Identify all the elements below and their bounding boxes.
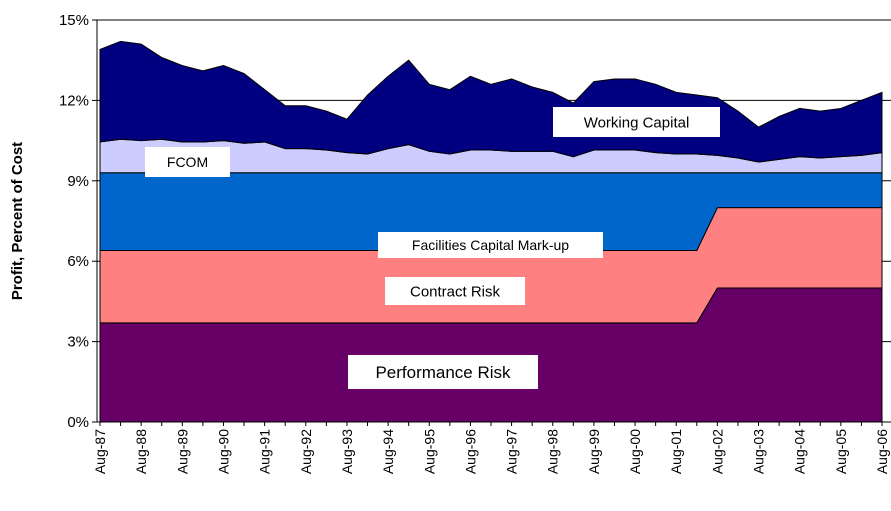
x-tick-label: Aug-95 bbox=[421, 429, 437, 474]
series-label-box bbox=[378, 232, 603, 258]
series-label: Performance Risk bbox=[375, 363, 511, 382]
series-label-box bbox=[385, 277, 525, 305]
x-tick-label: Aug-04 bbox=[792, 429, 808, 474]
series-label-box bbox=[348, 355, 538, 389]
y-tick-label: 9% bbox=[67, 173, 89, 190]
x-tick-label: Aug-00 bbox=[627, 429, 643, 474]
x-tick-label: Aug-87 bbox=[92, 429, 108, 474]
x-tick-label: Aug-03 bbox=[751, 429, 767, 474]
y-tick-label: 12% bbox=[59, 92, 89, 109]
x-tick-label: Aug-92 bbox=[298, 429, 314, 474]
x-tick-label: Aug-99 bbox=[586, 429, 602, 474]
x-tick-label: Aug-96 bbox=[462, 429, 478, 474]
y-tick-label: 3% bbox=[67, 334, 89, 351]
series-label-box bbox=[145, 147, 230, 177]
x-tick-label: Aug-05 bbox=[833, 429, 849, 474]
x-tick-label: Aug-94 bbox=[380, 429, 396, 474]
x-tick-label: Aug-90 bbox=[215, 429, 231, 474]
x-tick-label: Aug-06 bbox=[874, 429, 890, 474]
series-label: Contract Risk bbox=[410, 283, 501, 300]
x-tick-label: Aug-88 bbox=[133, 429, 149, 474]
y-tick-label: 6% bbox=[67, 253, 89, 270]
y-axis-title: Profit, Percent of Cost bbox=[9, 142, 26, 300]
x-tick-label: Aug-91 bbox=[257, 429, 273, 474]
x-tick-label: Aug-97 bbox=[504, 429, 520, 474]
series-label: Working Capital bbox=[584, 114, 690, 131]
series-label-box bbox=[553, 107, 720, 137]
series-label: Facilities Capital Mark-up bbox=[412, 237, 569, 253]
y-tick-label: 0% bbox=[67, 414, 89, 431]
x-tick-label: Aug-89 bbox=[174, 429, 190, 474]
x-tick-label: Aug-98 bbox=[545, 429, 561, 474]
x-tick-label: Aug-02 bbox=[709, 429, 725, 474]
x-tick-label: Aug-93 bbox=[339, 429, 355, 474]
x-tick-label: Aug-01 bbox=[668, 429, 684, 474]
series-label: FCOM bbox=[167, 154, 208, 170]
y-tick-label: 15% bbox=[59, 12, 89, 29]
